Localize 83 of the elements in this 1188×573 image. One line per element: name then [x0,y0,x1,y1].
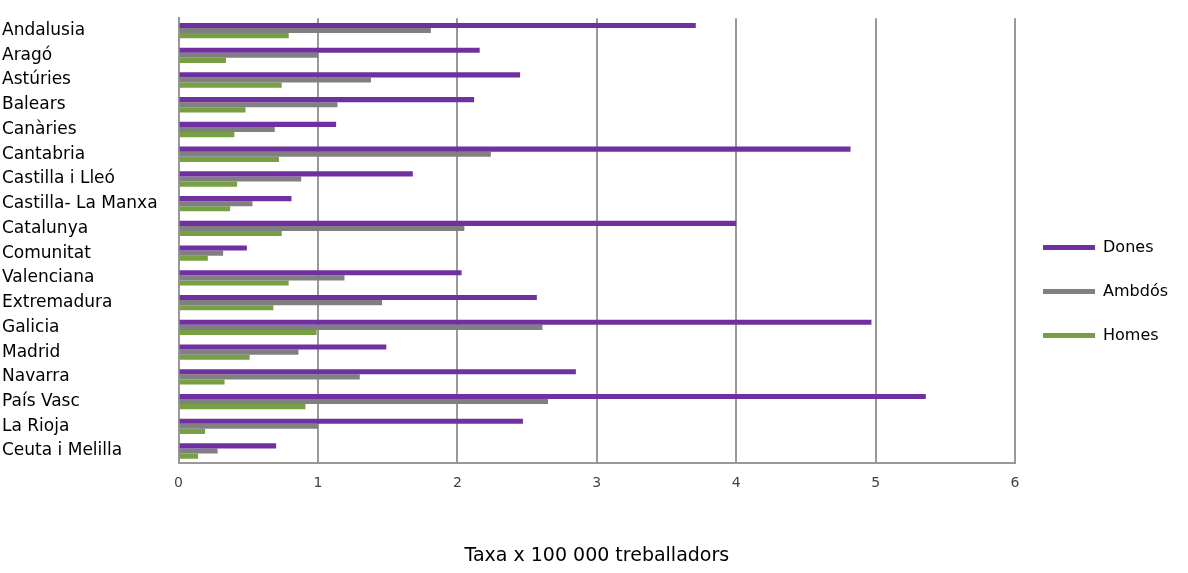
bar [179,121,337,127]
bar [179,28,431,34]
x-tick-label: 0 [174,474,184,491]
bar [179,57,226,63]
x-tick-label: 1 [313,474,323,491]
legend-label: Dones [1103,236,1154,256]
bar [179,132,235,138]
bar [179,250,224,256]
y-tick-label: Astúries [2,68,72,89]
x-tick-label: 2 [452,474,462,491]
bar [179,374,360,380]
y-tick-label: Extremadura [2,291,113,312]
y-tick-label: Ceuta i Melilla [2,439,123,460]
bar [179,245,247,251]
bar [179,428,206,434]
y-tick-label: Galicia [2,315,60,336]
bar [179,453,199,459]
bar [179,225,465,231]
bar [179,294,537,301]
bar [179,300,383,306]
bar [179,77,371,83]
bar [179,151,491,157]
bar [179,22,696,29]
bar [179,275,345,281]
bar [179,156,279,162]
x-tick-label: 4 [731,474,741,491]
y-tick-label: Madrid [2,340,61,361]
y-tick-label: La Rioja [2,414,70,435]
bar [179,379,225,385]
bar [179,176,302,182]
bar [179,196,292,202]
y-tick-label: Catalunya [2,216,89,237]
bar [179,146,851,152]
bar [179,354,250,360]
bar [179,230,282,237]
bar [179,344,387,350]
bar [179,82,282,88]
y-tick-label: Valenciana [2,266,95,287]
x-tick-label: 3 [592,474,602,491]
x-tick-label: 6 [1010,474,1020,491]
bar [179,280,289,286]
bar [179,181,238,187]
bar [179,171,413,177]
x-axis-title: Taxa x 100 000 treballadors [463,542,730,565]
bar [179,319,872,325]
bar [179,404,306,410]
y-tick-label: Navarra [2,365,70,386]
bar [179,52,318,58]
bar [179,255,208,261]
bar [179,418,523,424]
y-tick-label: Castilla- La Manxa [2,192,158,213]
bar [179,201,253,207]
y-tick-label: Canàries [2,117,77,138]
bar [179,399,548,405]
bar [179,393,926,400]
y-tick-label: Andalusia [2,18,86,39]
bar [179,270,462,276]
bar [179,102,338,108]
y-tick-label: Castilla i Lleó [2,167,115,188]
x-tick-label: 5 [871,474,881,491]
bar [179,107,246,113]
y-tick-label: Balears [2,93,66,114]
y-tick-label: País Vasc [2,389,80,410]
y-tick-label: Comunitat [2,241,92,262]
bar [179,72,521,78]
legend-label: Homes [1103,324,1159,344]
y-tick-label: Cantabria [2,142,86,163]
bar [179,206,231,212]
bar [179,448,218,454]
bar [179,33,289,39]
bar [179,324,543,330]
bar [179,47,480,53]
bar [179,220,737,226]
bar [179,369,576,375]
bar [179,349,299,355]
y-tick-label: Aragó [2,43,53,64]
bar [179,423,318,429]
bar [179,126,275,133]
legend-label: Ambdós [1103,280,1168,300]
bar [179,329,317,336]
bar [179,305,274,311]
bar [179,443,277,449]
bar [179,97,475,103]
